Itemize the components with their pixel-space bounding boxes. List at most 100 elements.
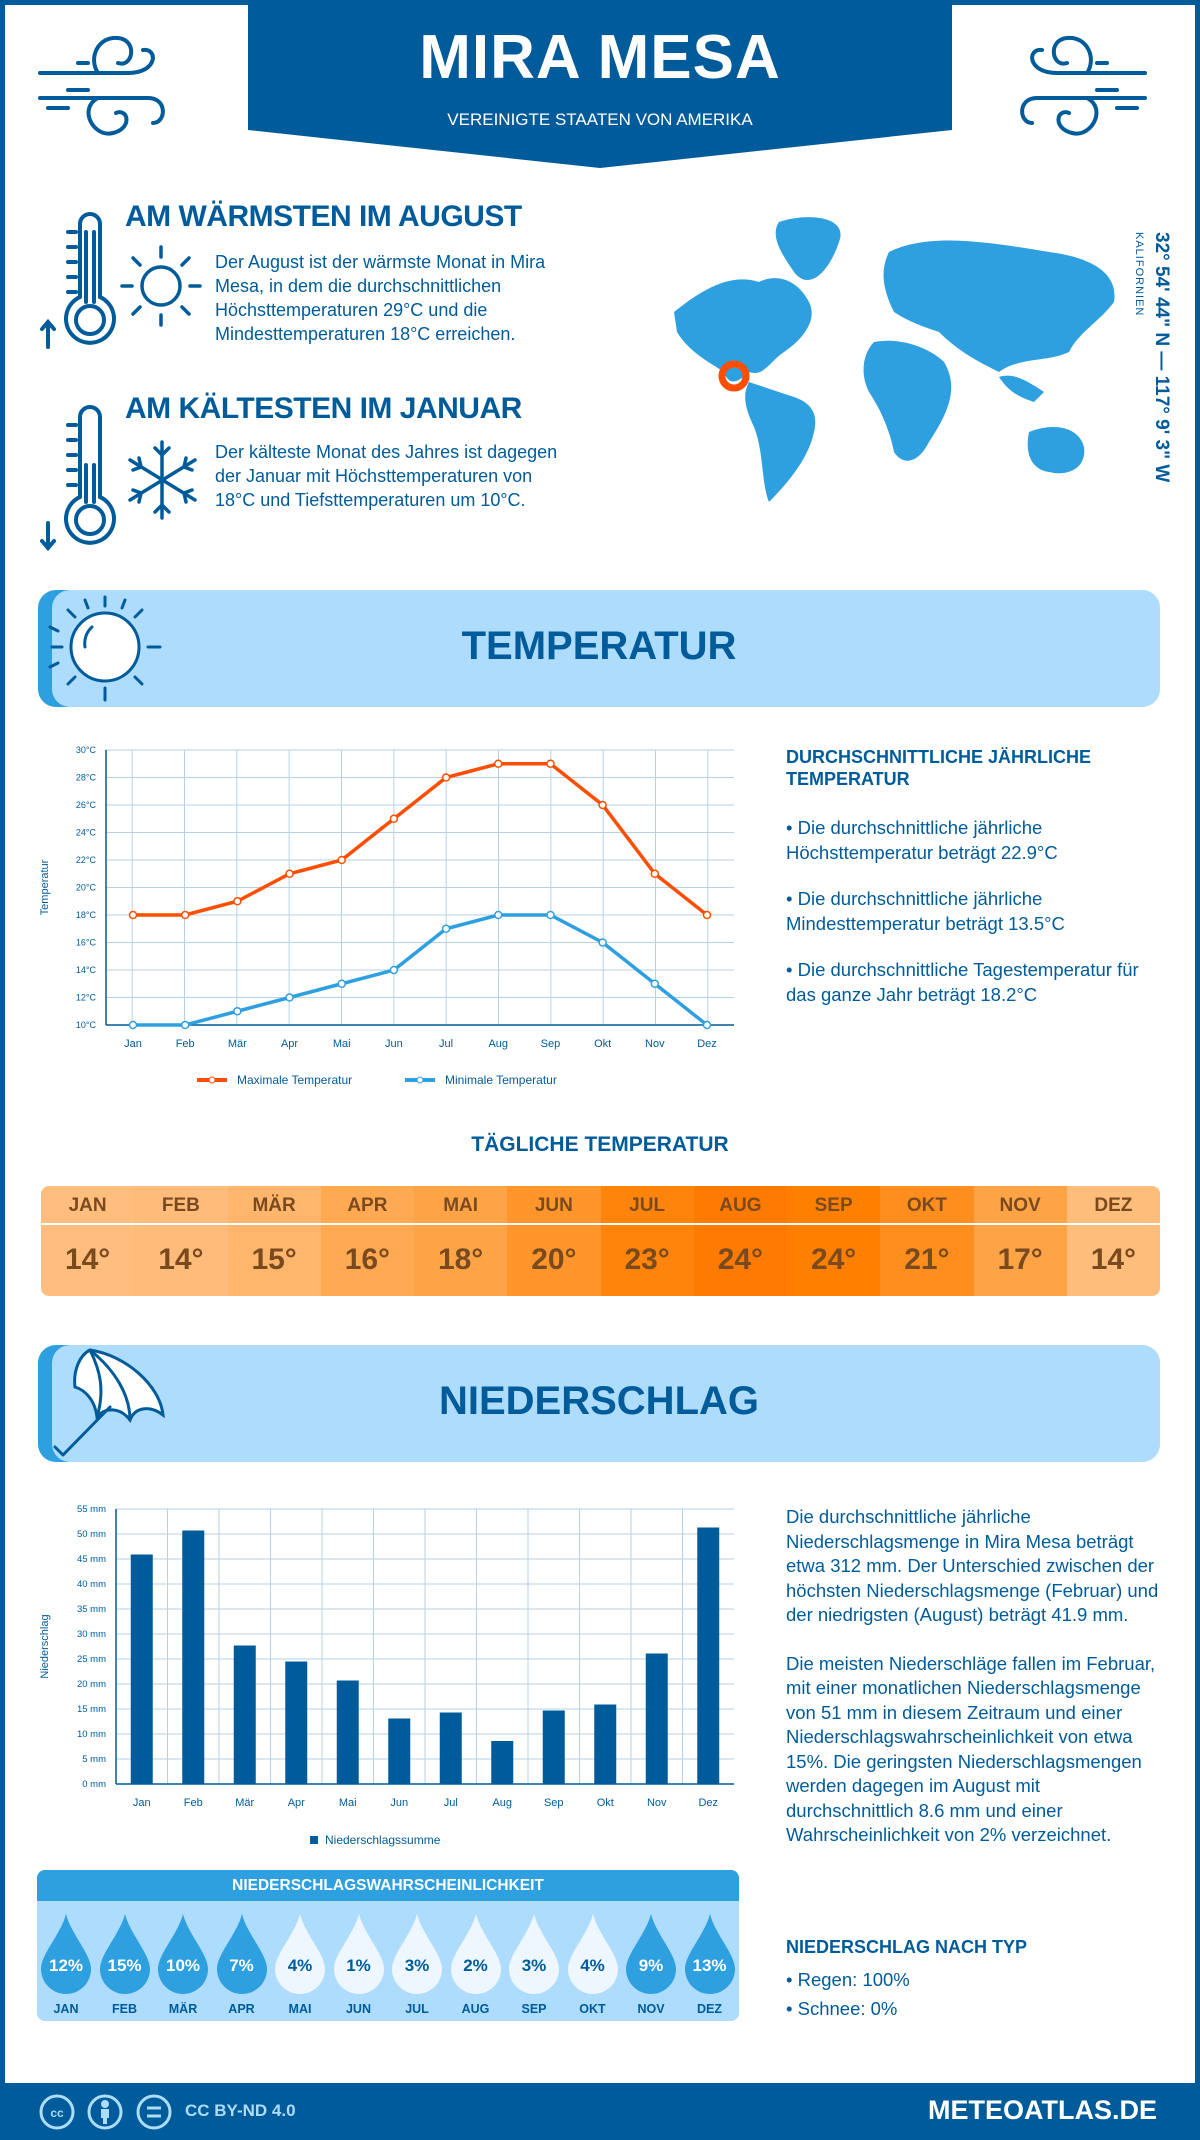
x-tick-label: Feb [176, 1038, 195, 1050]
world-map [674, 217, 1115, 502]
y-tick-label: 14°C [76, 965, 97, 975]
daily-month: OKT [880, 1186, 974, 1225]
svg-text:cc: cc [50, 2106, 64, 2120]
data-point [285, 993, 294, 1002]
probability-value: 4% [287, 1956, 313, 1975]
y-tick-label: 26°C [76, 800, 97, 810]
precip-text-2: Die meisten Niederschläge fallen im Febr… [786, 1652, 1156, 1846]
daily-month: MÄR [227, 1186, 321, 1225]
probability-drop: 9% NOV [624, 1914, 678, 2016]
data-point [389, 814, 399, 823]
x-tick-label: Jan [133, 1797, 151, 1809]
y-tick-label: 5 mm [82, 1754, 106, 1765]
probability-value: 1% [346, 1956, 371, 1975]
daily-month: APR [320, 1186, 414, 1225]
x-tick-label: Jan [124, 1038, 142, 1050]
daily-cell-nov: NOV 17° [973, 1186, 1067, 1296]
brand-link[interactable]: METEOATLAS.DE [928, 2095, 1157, 2125]
data-point [546, 759, 555, 768]
daily-cell-jul: JUL 23° [600, 1186, 694, 1296]
daily-value: 24° [810, 1243, 857, 1276]
x-tick-label: Apr [288, 1797, 305, 1809]
precipitation-probability-panel: NIEDERSCHLAGSWAHRSCHEINLICHKEIT 12% JAN … [37, 1870, 739, 2021]
x-tick-label: Mär [228, 1038, 247, 1050]
data-point [441, 773, 451, 782]
precip-bar [388, 1718, 411, 1784]
y-tick-label: 55 mm [77, 1504, 106, 1515]
daily-value: 21° [904, 1243, 950, 1276]
x-tick-label: Mär [235, 1797, 254, 1809]
daily-cell-jan: JAN 14° [41, 1186, 135, 1296]
y-tick-label: 16°C [76, 938, 97, 948]
data-point [702, 1020, 712, 1030]
data-point [598, 938, 607, 947]
x-tick-label: Sep [544, 1797, 564, 1809]
y-tick-label: 50 mm [77, 1529, 106, 1540]
probability-month: OKT [579, 2002, 606, 2016]
x-tick-label: Jun [390, 1797, 408, 1809]
coordinates: 32° 54' 44" N — 117° 9' 3" W [1151, 232, 1172, 483]
data-point [128, 910, 138, 920]
x-tick-label: Okt [594, 1038, 611, 1050]
license-label[interactable]: CC BY-ND 4.0 [185, 2101, 296, 2120]
daily-value: 14° [64, 1243, 111, 1276]
daily-month: SEP [787, 1186, 881, 1225]
precip-bar [542, 1710, 565, 1784]
x-tick-label: Sep [541, 1038, 561, 1050]
y-tick-label: 10°C [76, 1020, 97, 1030]
precip-bar [645, 1653, 668, 1784]
precipitation-summary: Die durchschnittliche jährliche Niedersc… [786, 1505, 1166, 1848]
thermometer-down-icon [40, 405, 116, 552]
probability-drop: 10% MÄR [156, 1914, 210, 2016]
probability-month: JAN [53, 2002, 79, 2016]
data-point [650, 869, 660, 878]
legend-label: Minimale Temperatur [445, 1073, 557, 1087]
precipitation-bar-chart: 0 mm 5 mm 10 mm 15 mm 20 mm 25 mm 30 mm 35 mm 40… [39, 1504, 734, 1847]
daily-cell-aug: AUG 24° [693, 1186, 787, 1296]
precip-bar [439, 1712, 462, 1784]
y-tick-label: 28°C [76, 773, 97, 783]
daily-cell-sep: SEP 24° [787, 1186, 881, 1296]
daily-temperature-title: TÄGLICHE TEMPERATUR [471, 1133, 729, 1156]
daily-value: 24° [717, 1243, 764, 1276]
x-tick-label: Jul [439, 1038, 453, 1050]
region-label: KALIFORNIEN [1133, 232, 1145, 317]
probability-drop: 2% AUG [449, 1914, 503, 2016]
daily-month: AUG [693, 1186, 787, 1225]
probability-value: 15% [107, 1956, 142, 1975]
precip-type-title: NIEDERSCHLAG NACH TYP [786, 1937, 1028, 1957]
y-tick-label: 30°C [76, 745, 97, 755]
raindrop-icon [450, 1914, 501, 1994]
y-axis-label: Temperatur [39, 859, 51, 915]
license-icons: cc [39, 2094, 172, 2130]
data-point [180, 910, 190, 920]
temperature-section-title: TEMPERATUR [461, 624, 737, 668]
precip-type-snow: • Schnee: 0% [786, 1997, 898, 2019]
daily-temperature-table: JAN 14° FEB 14° MÄR 15° APR 16° MAI 18° JUN 20° JUL 2… [41, 1186, 1160, 1296]
attribution-icon [87, 2094, 123, 2130]
data-point [650, 979, 660, 988]
data-point [128, 1020, 138, 1030]
probability-drop: 15% FEB [98, 1914, 152, 2016]
daily-cell-okt: OKT 21° [880, 1186, 974, 1296]
raindrop-icon [158, 1914, 208, 1994]
data-point [546, 910, 555, 920]
x-tick-label: Dez [697, 1038, 717, 1050]
probability-value: 9% [638, 1956, 664, 1975]
probability-value: 12% [48, 1956, 84, 1975]
data-point [285, 869, 294, 878]
probability-month: DEZ [697, 2002, 722, 2016]
y-tick-label: 12°C [76, 993, 97, 1003]
coldest-text: Der kälteste Monat des Jahres ist dagege… [215, 442, 558, 510]
raindrop-icon [567, 1914, 618, 1994]
probability-value: 7% [229, 1956, 254, 1975]
x-tick-label: Mai [333, 1038, 351, 1050]
temperature-summary-title: DURCHSCHNITTLICHE JÄHRLICHE TEMPERATUR [786, 747, 1091, 789]
umbrella-rain-icon [53, 1348, 165, 1457]
precip-bar [594, 1704, 617, 1784]
data-point [494, 759, 503, 768]
data-point [233, 897, 242, 906]
raindrop-icon [41, 1914, 91, 1994]
probability-value: 10% [165, 1956, 201, 1975]
probability-drop: 12% JAN [39, 1914, 93, 2016]
